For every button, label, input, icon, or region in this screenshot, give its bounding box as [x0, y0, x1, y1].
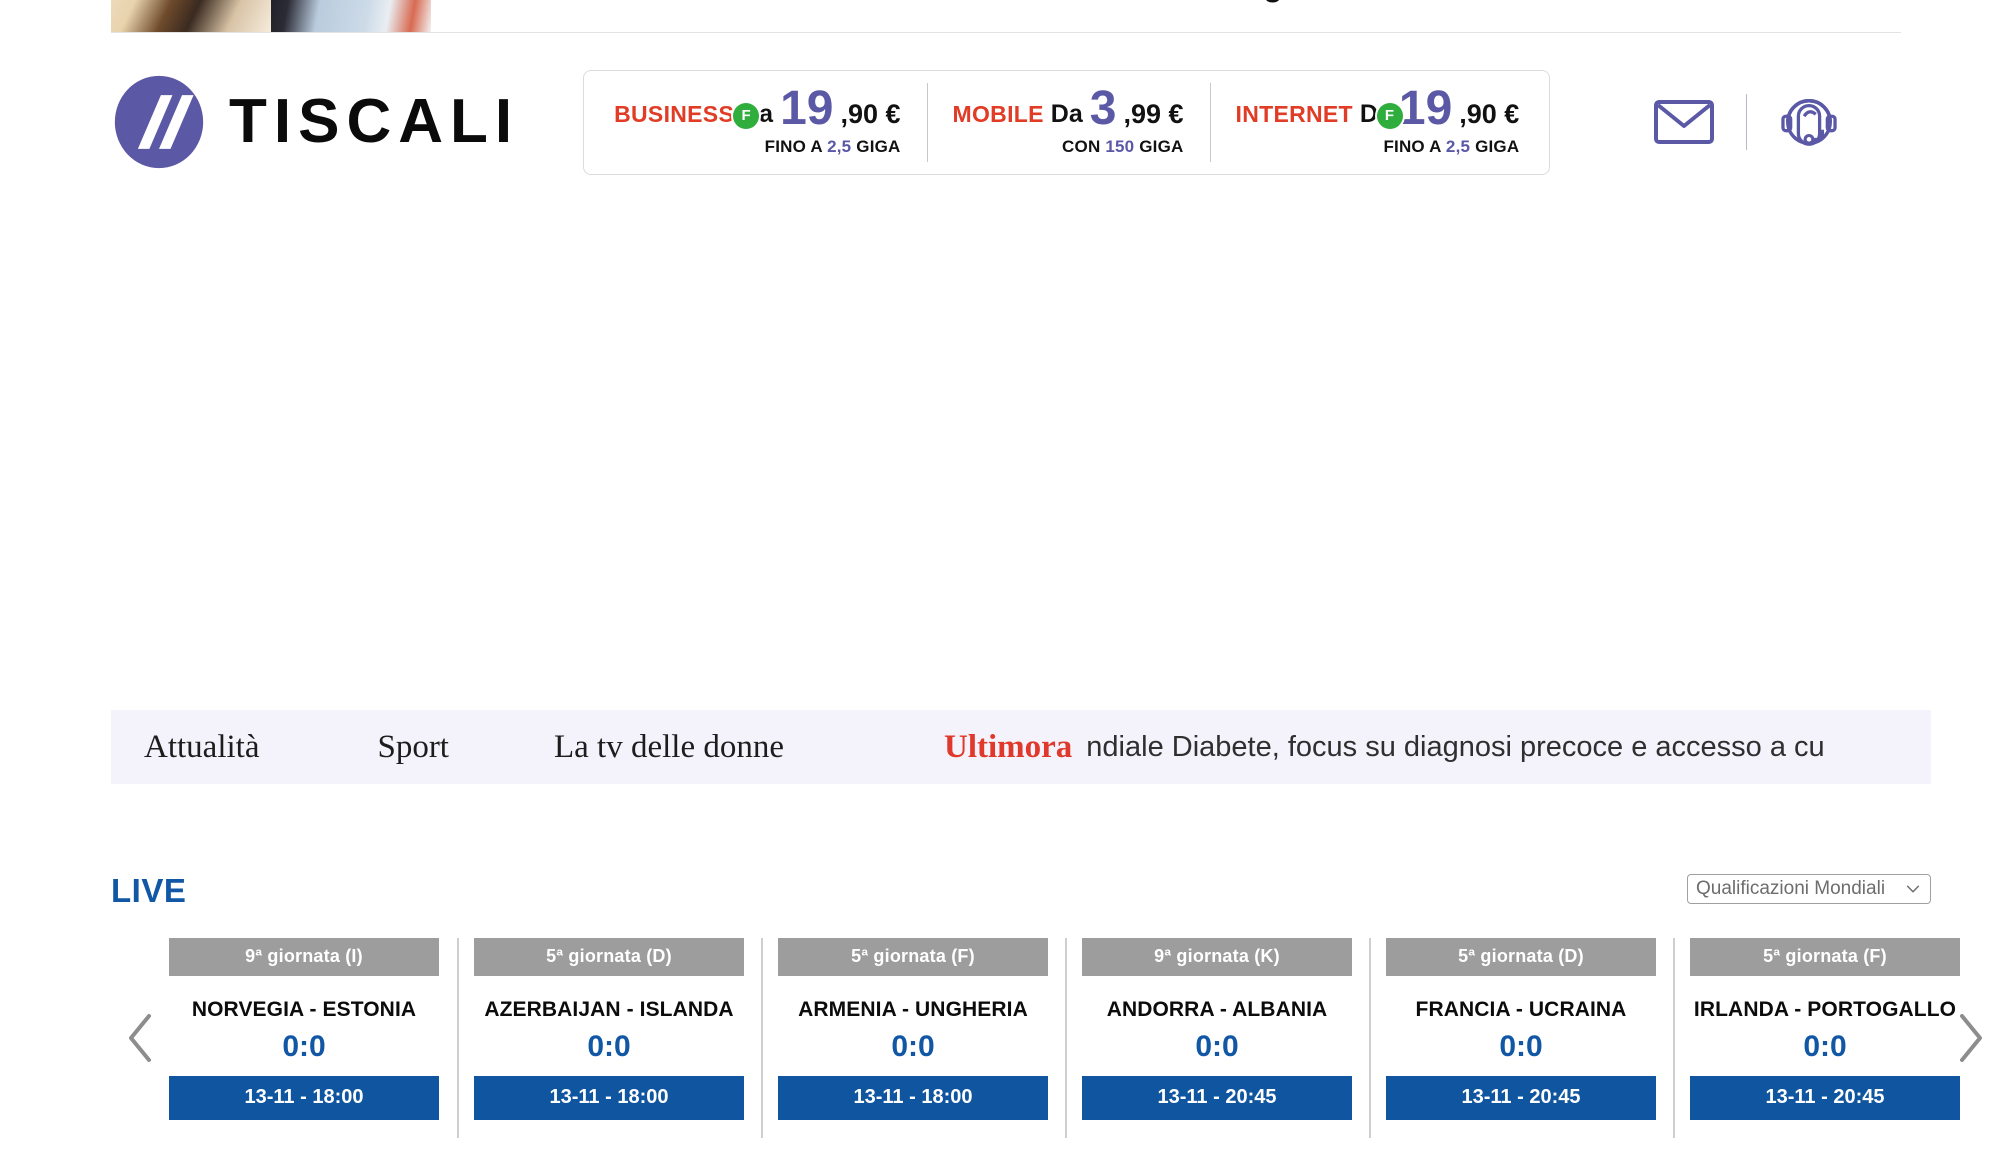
ultimora-ticker-text[interactable]: ndiale Diabete, focus su diagnosi precoc… — [1086, 730, 1825, 763]
header-icon-divider — [1746, 94, 1747, 150]
match-teams: ANDORRA - ALBANIA — [1106, 998, 1328, 1021]
ad-thumbnail-2 — [271, 0, 431, 33]
ultimora-label[interactable]: Ultimora — [944, 728, 1073, 765]
match-card[interactable]: 5ª giornata (D) FRANCIA - UCRAINA 0:0 13… — [1369, 938, 1673, 1138]
top-ad-banner[interactable]: Choice for Time Tracking Software — [0, 0, 2000, 33]
match-round-label: 5ª giornata (D) — [1386, 938, 1656, 976]
tiscali-slashes-logo-icon — [114, 75, 204, 169]
match-card[interactable]: 5ª giornata (F) ARMENIA - UNGHERIA 0:0 1… — [761, 938, 1065, 1138]
nav-item-la-tv-delle-donne[interactable]: La tv delle donne — [553, 728, 784, 765]
main-navigation-bar: Attualità Sport La tv delle donne Ultimo… — [111, 710, 1931, 784]
brand-logo-link[interactable]: TISCALI — [111, 74, 519, 170]
promo-mobile[interactable]: MOBILE Da 3 ,99 € CON 150 GIGA — [926, 71, 1210, 174]
promo-internet-sub-post: GIGA — [1470, 137, 1520, 157]
promo-internet-sub-value: 2,5 — [1445, 137, 1471, 157]
brand-name: TISCALI — [229, 87, 520, 156]
promo-mobile-sub-value: 150 — [1105, 137, 1135, 157]
promo-business-sub-pre: FINO A — [764, 137, 828, 157]
match-card[interactable]: 5ª giornata (F) IRLANDA - PORTOGALLO 0:0… — [1673, 938, 1977, 1138]
ad-divider — [111, 32, 1901, 33]
promo-mobile-sub-pre: CON — [1062, 137, 1106, 157]
nav-item-attualita[interactable]: Attualità — [144, 728, 260, 765]
match-score: 0:0 — [1803, 1030, 1847, 1063]
match-card[interactable]: 9ª giornata (K) ANDORRA - ALBANIA 0:0 13… — [1065, 938, 1369, 1138]
promo-internet-sub-pre: FINO A — [1383, 137, 1446, 157]
site-header: TISCALI F BUSINESS Da 19 ,90 € FINO A 2,… — [111, 62, 1901, 182]
promo-offers-box[interactable]: F BUSINESS Da 19 ,90 € FINO A 2,5 GIGA M — [583, 69, 1551, 175]
fiber-badge-icon-2: F — [1376, 102, 1403, 129]
match-card[interactable]: 5ª giornata (D) AZERBAIJAN - ISLANDA 0:0… — [457, 938, 761, 1138]
promo-mobile-prefix: Da — [1050, 100, 1083, 129]
match-teams: FRANCIA - UCRAINA — [1415, 998, 1627, 1021]
league-select-value: Qualificazioni Mondiali — [1696, 878, 1886, 899]
match-round-label: 5ª giornata (F) — [1690, 938, 1960, 976]
carousel-prev-button[interactable] — [111, 938, 171, 1138]
promo-business-sub-post: GIGA — [851, 137, 901, 157]
match-round-label: 9ª giornata (I) — [169, 938, 439, 976]
promo-internet-amount: 19 — [1398, 81, 1453, 135]
match-teams: AZERBAIJAN - ISLANDA — [484, 998, 734, 1021]
chevron-left-icon — [129, 1014, 151, 1062]
promo-internet-tag: INTERNET — [1235, 101, 1353, 128]
match-card-list: 9ª giornata (I) NORVEGIA - ESTONIA 0:0 1… — [153, 938, 2000, 1138]
nav-item-sport[interactable]: Sport — [377, 728, 449, 765]
match-datetime[interactable]: 13-11 - 18:00 — [778, 1076, 1048, 1120]
fiber-badge-icon: F — [733, 102, 760, 129]
chevron-down-icon — [1906, 885, 1920, 893]
match-round-label: 5ª giornata (F) — [778, 938, 1048, 976]
promo-internet[interactable]: F INTERNET Da 19 ,90 € FINO A 2,5 GIGA — [1209, 71, 1546, 174]
match-score: 0:0 — [1195, 1030, 1239, 1063]
match-score: 0:0 — [282, 1030, 326, 1063]
promo-mobile-subtitle: CON 150 GIGA — [953, 137, 1184, 157]
chevron-right-icon — [1960, 1014, 1982, 1062]
envelope-icon[interactable] — [1652, 95, 1716, 149]
match-teams: NORVEGIA - ESTONIA — [191, 998, 417, 1021]
match-round-label: 5ª giornata (D) — [474, 938, 744, 976]
ad-content[interactable]: Choice for Time Tracking Software — [111, 0, 1901, 33]
ad-thumbnail-1 — [111, 0, 271, 33]
promo-mobile-cents: ,99 € — [1123, 99, 1184, 130]
promo-business-tag: BUSINESS — [614, 101, 735, 128]
promo-business-cents: ,90 € — [840, 99, 901, 130]
match-score: 0:0 — [1499, 1030, 1543, 1063]
live-section-header: LIVE Qualificazioni Mondiali — [111, 872, 1931, 922]
match-card[interactable]: 9ª giornata (I) NORVEGIA - ESTONIA 0:0 1… — [153, 938, 457, 1138]
match-datetime[interactable]: 13-11 - 18:00 — [474, 1076, 744, 1120]
league-select[interactable]: Qualificazioni Mondiali — [1687, 874, 1931, 904]
match-datetime[interactable]: 13-11 - 20:45 — [1082, 1076, 1352, 1120]
match-score: 0:0 — [587, 1030, 631, 1063]
match-round-label: 9ª giornata (K) — [1082, 938, 1352, 976]
match-teams: ARMENIA - UNGHERIA — [798, 998, 1028, 1021]
match-score: 0:0 — [891, 1030, 935, 1063]
match-datetime[interactable]: 13-11 - 20:45 — [1690, 1076, 1960, 1120]
match-teams: IRLANDA - PORTOGALLO — [1693, 998, 1957, 1021]
promo-business-subtitle: FINO A 2,5 GIGA — [614, 137, 901, 157]
promo-mobile-tag: MOBILE — [952, 101, 1044, 128]
match-datetime[interactable]: 13-11 - 20:45 — [1386, 1076, 1656, 1120]
carousel-next-button[interactable] — [1940, 938, 2000, 1138]
promo-internet-subtitle: FINO A 2,5 GIGA — [1236, 137, 1520, 157]
live-title: LIVE — [111, 872, 187, 909]
promo-internet-cents: ,90 € — [1459, 99, 1520, 130]
promo-business-sub-value: 2,5 — [827, 137, 852, 157]
promo-business-amount: 19 — [780, 81, 834, 135]
promo-business[interactable]: F BUSINESS Da 19 ,90 € FINO A 2,5 GIGA — [588, 71, 926, 174]
live-matches-carousel: 9ª giornata (I) NORVEGIA - ESTONIA 0:0 1… — [111, 938, 2000, 1138]
ad-headline: Choice for Time Tracking Software — [431, 0, 1901, 4]
promo-mobile-amount: 3 — [1089, 81, 1117, 135]
match-datetime[interactable]: 13-11 - 18:00 — [169, 1076, 439, 1120]
promo-mobile-sub-post: GIGA — [1134, 137, 1184, 157]
headset-support-icon[interactable] — [1777, 95, 1841, 149]
header-icon-group — [1652, 94, 1901, 150]
